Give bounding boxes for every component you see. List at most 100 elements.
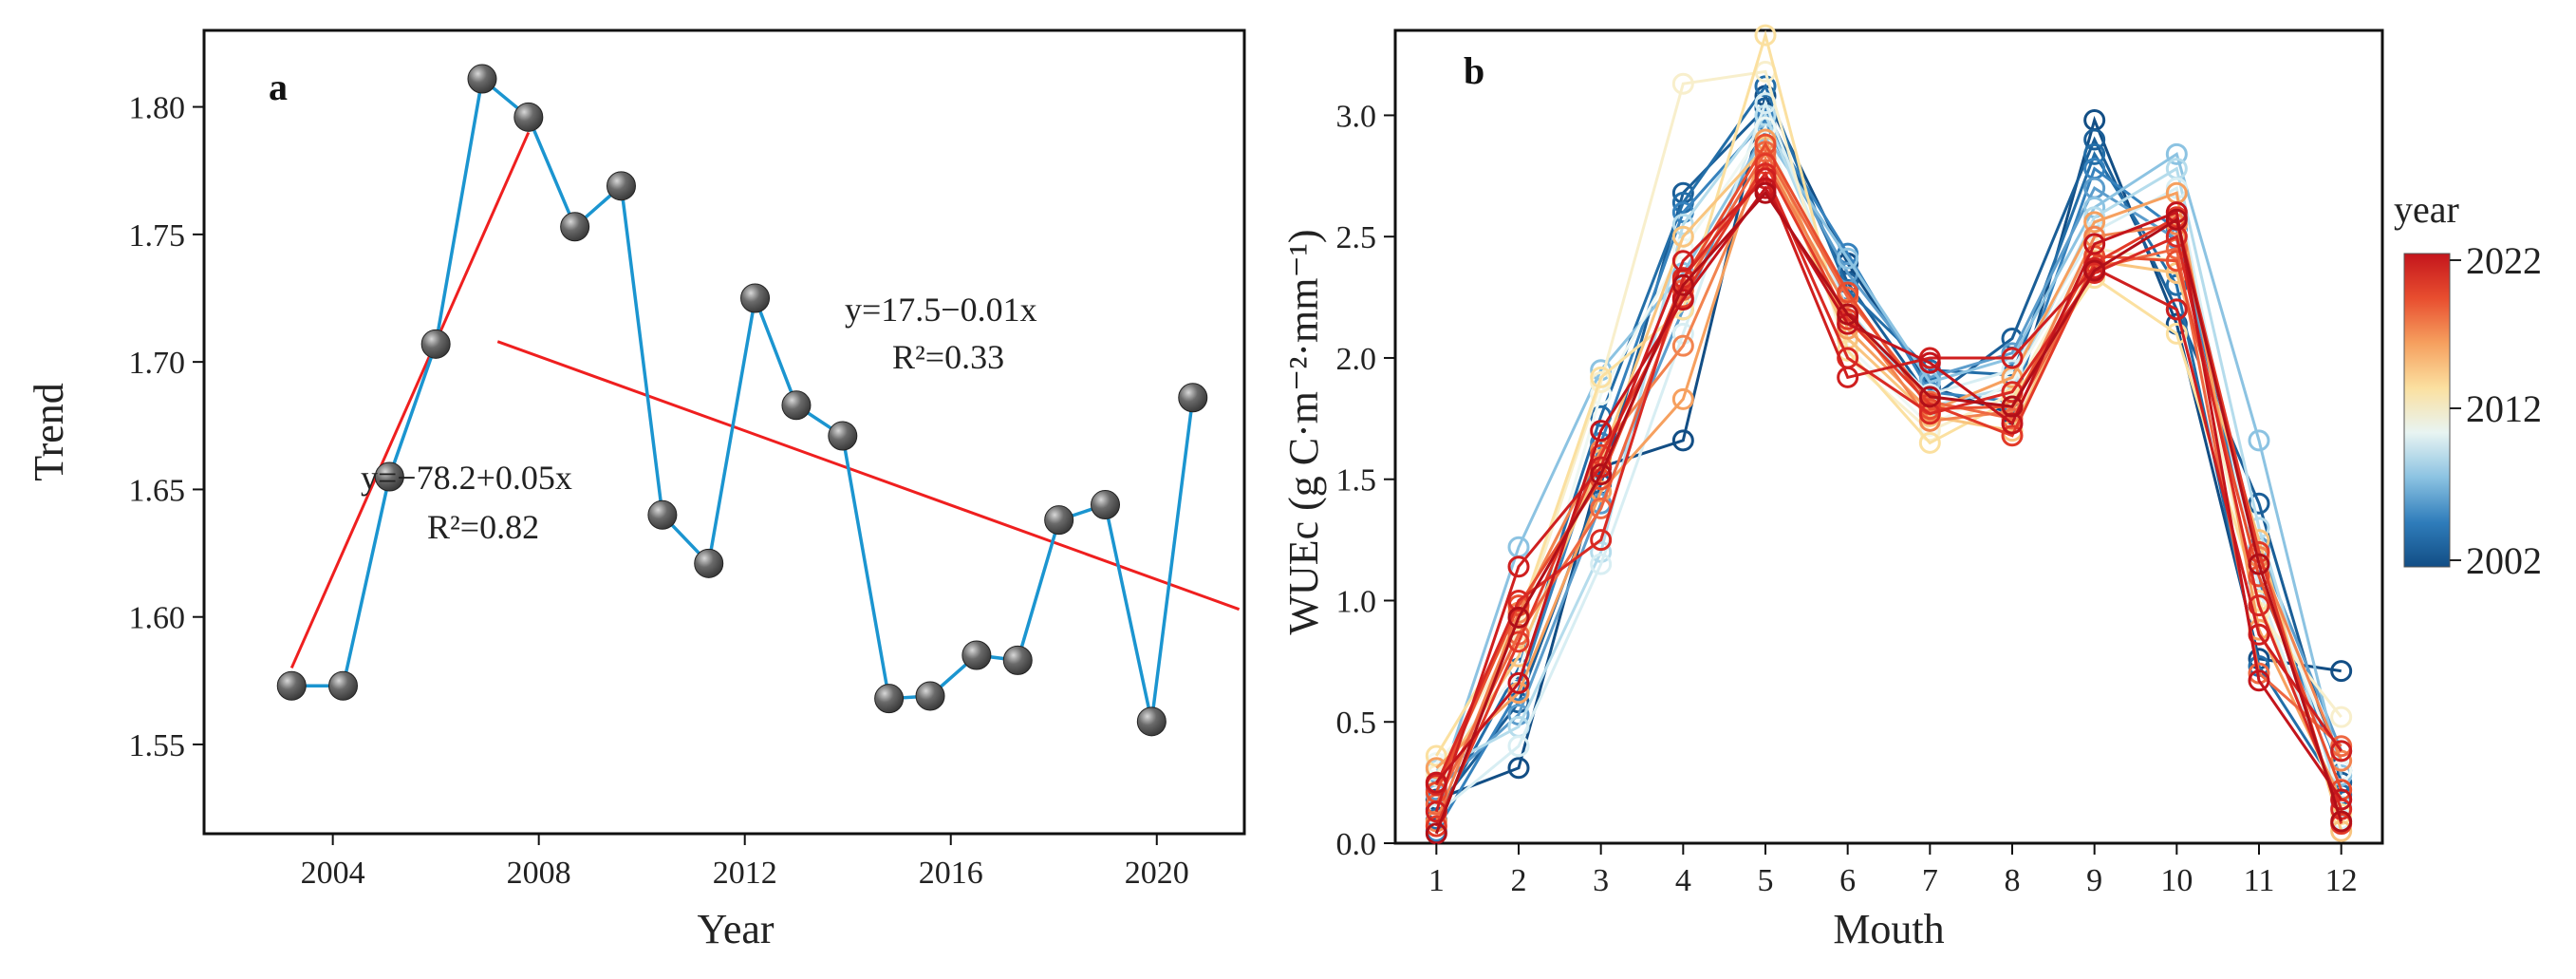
trend-point [374,461,404,492]
trend-point [513,102,544,132]
panel-b-x-tick-label: 4 [1675,863,1691,898]
panel-b-label: b [1464,49,1484,92]
series-point-2022 [1918,386,1941,408]
panel-a-x-tick-label: 2016 [919,856,983,891]
trend-point [560,212,590,242]
series-point-2012 [1590,366,1613,388]
series-line-2002 [1435,91,2342,801]
series-point-2007 [2248,429,2270,452]
panel-a-y-tick-label: 1.80 [129,91,186,126]
series-point-2011 [2330,706,2353,728]
series-point-2015 [2330,749,2353,772]
panel-b-y-tick-label: 1.5 [1336,463,1377,499]
panel-b: b 1 2 3 4 5 6 7 8 9 10 11 12 0.00.51.01.52.02.53.0 … [1280,24,2542,952]
trend-point [1178,383,1208,413]
trend-line [291,75,1195,723]
trend-point [828,421,858,451]
panel-a-y-tick-label: 1.75 [129,218,186,254]
series-line-2006 [1435,122,2343,791]
fit-2003-2008-equation: y=−78.2+0.05x [361,459,572,497]
series-point-2019 [2248,594,2270,617]
panel-b-x-tick-label: 8 [2005,863,2021,898]
series-point-2022 [1425,822,1447,845]
panel-b-y-tick-label: 0.5 [1336,706,1377,741]
series-point-2022 [2083,259,2106,282]
panel-b-x-axis-title: Mouth [1833,906,1944,952]
panel-a-x-tick-label: 2020 [1125,856,1189,891]
panel-a-x-tick-label: 2012 [713,856,777,891]
series-point-2020 [1837,366,1859,388]
panel-b-x-tick-label: 10 [2160,863,2193,898]
panel-b-x-tick-label: 5 [1758,863,1774,898]
series-point-2021 [2330,788,2353,811]
series-2008 [1425,104,2353,819]
series-point-2021 [2248,669,2270,692]
series-point-2003 [2248,492,2270,515]
panel-b-y-tick-label: 2.0 [1336,342,1377,377]
series-point-2007 [2165,142,2188,165]
panel-a-y-tick-label: 1.60 [129,601,186,636]
series-2006 [1425,114,2353,801]
series-point-2022 [1837,303,1859,326]
fit-2007-2021-r2: R²=0.33 [892,338,1004,376]
panel-b-series [1425,24,2353,845]
trend-point [740,283,771,313]
trend-point [694,548,724,578]
trend-point [874,684,905,714]
series-line-2010 [1435,123,2343,771]
series-point-2012 [1425,744,1447,767]
panel-a-y-tick-label: 1.70 [129,346,186,381]
series-point-2022 [1754,181,1777,204]
series-point-2004 [2083,142,2106,165]
series-2003 [1425,97,2353,820]
series-point-2007 [1837,247,1859,270]
panel-a-x-tick-label: 2008 [507,856,571,891]
panel-b-x-tick-label: 12 [2325,863,2358,898]
series-point-2013 [1671,225,1694,248]
series-point-2019 [2165,225,2188,248]
series-2018 [1425,153,2353,838]
series-2020 [1425,167,2353,823]
panel-b-frame [1393,28,2384,845]
series-point-2018 [1425,815,1447,838]
series-2005 [1425,109,2353,842]
series-point-2021 [1590,420,1613,442]
series-line-2012 [1435,29,2343,815]
colorbar-mid-label: 2012 [2466,387,2542,430]
colorbar-title: year [2394,188,2459,231]
panel-b-x-tick-label: 7 [1922,863,1938,898]
series-point-2012 [1918,431,1941,454]
series-line-2021 [1435,185,2343,800]
panel-a-x-ticks: 2004 2008 2012 2016 2020 [301,834,1189,891]
series-point-2002 [1671,429,1694,452]
colorbar-min-label: 2002 [2466,539,2542,582]
series-point-2021 [1507,671,1530,694]
series-point-2021 [1918,351,1941,374]
trend-point [1091,490,1121,520]
panel-a-y-ticks: 1.55 1.60 1.65 1.70 1.75 1.80 [129,91,204,763]
series-point-2015 [1671,334,1694,357]
panel-a-y-tick-label: 1.55 [129,728,186,763]
series-point-2022 [1507,606,1530,629]
series-point-2020 [2001,347,2024,369]
panel-b-y-tick-label: 0.0 [1336,827,1377,862]
trend-point [467,64,497,94]
panel-b-x-tick-label: 1 [1428,863,1445,898]
series-point-2009 [1590,553,1613,575]
series-line-2007 [1434,132,2343,796]
series-line-2022 [1434,190,2343,835]
series-2011 [1425,60,2353,786]
series-line-2014 [1435,135,2343,800]
series-point-2021 [1425,771,1447,794]
series-point-2018 [2001,424,2024,447]
series-point-2014 [2083,211,2106,234]
series-point-2017 [1837,281,1859,304]
fit-2003-2008-r2: R²=0.82 [427,508,539,546]
series-point-2022 [2330,810,2353,833]
series-point-2002 [2330,660,2353,683]
series-point-2022 [2248,553,2270,575]
trend-point [1044,505,1074,536]
series-2009 [1425,92,2353,830]
series-point-2019 [1590,529,1613,552]
